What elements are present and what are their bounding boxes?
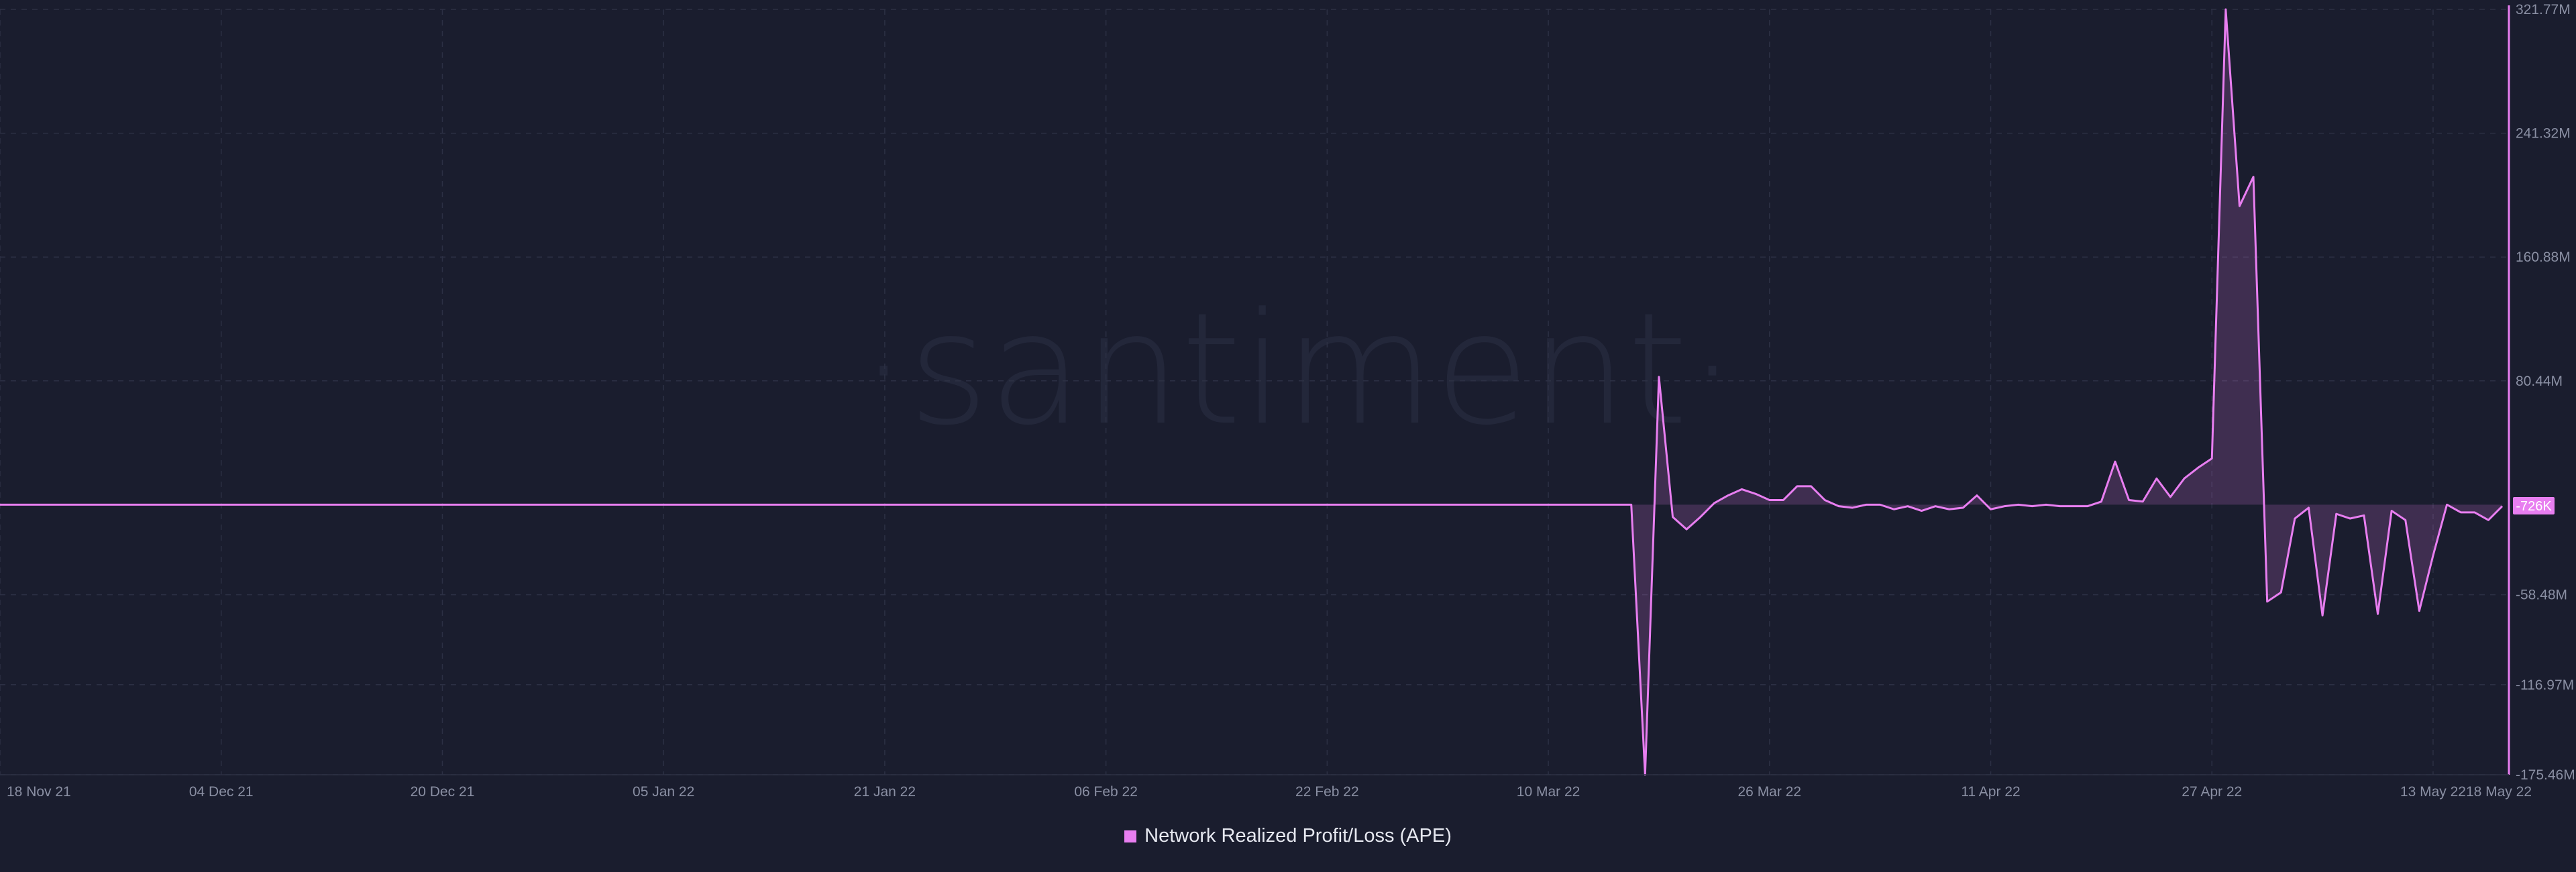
y-tick-label: 160.88M [2516,250,2571,265]
current-value-badge-group: -726K [2513,497,2555,515]
current-value-label: -726K [2516,499,2552,514]
x-tick-label: 18 Nov 21 [7,784,71,800]
series-fill [1631,9,2502,775]
series-line [0,8,2504,776]
legend-swatch [1124,830,1137,842]
x-tick-label: 11 Apr 22 [1961,784,2020,800]
x-tick-label: 18 May 22 [2466,784,2532,800]
y-axis: 321.77M 241.32M 160.88M 80.44M -58.48M -116.9… [2508,2,2575,783]
x-tick-label: 20 Dec 21 [411,784,475,800]
x-tick-label: 26 Mar 22 [1738,784,1802,800]
legend[interactable]: Network Realized Profit/Loss (APE) [0,825,2576,847]
current-value-badge [2513,497,2555,515]
x-tick-label: 21 Jan 22 [854,784,916,800]
series-area-fill [1631,9,2502,775]
x-tick-label: 22 Feb 22 [1295,784,1359,800]
y-tick-label: 241.32M [2516,126,2571,142]
x-tick-label: 04 Dec 21 [189,784,254,800]
x-tick-label: 13 May 22 [2400,784,2466,800]
series-line-group [0,8,2504,776]
x-tick-label: 27 Apr 22 [2182,784,2242,800]
x-tick-label: 10 Mar 22 [1517,784,1580,800]
y-tick-label: 321.77M [2516,2,2571,17]
y-tick-label: -58.48M [2516,588,2567,603]
grid-lines [0,9,2507,775]
y-tick-label: -116.97M [2516,677,2574,693]
x-axis: 18 Nov 21 04 Dec 21 20 Dec 21 05 Jan 22 21 J… [0,774,2532,800]
y-tick-label: -175.46M [2516,767,2575,783]
y-tick-label: 80.44M [2516,374,2563,389]
x-tick-label: 05 Jan 22 [633,784,694,800]
watermark: ·santiment· [859,280,1737,459]
x-tick-label: 06 Feb 22 [1074,784,1138,800]
legend-label: Network Realized Profit/Loss (APE) [1144,825,1452,847]
